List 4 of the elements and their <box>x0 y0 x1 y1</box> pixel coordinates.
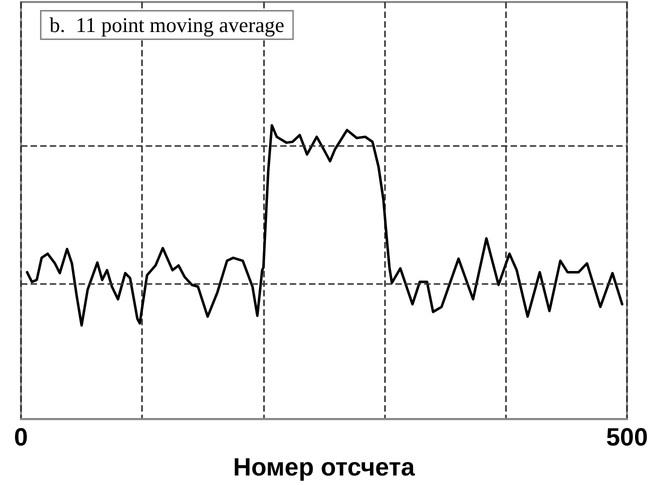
x-tick-label: 500 <box>606 424 648 452</box>
text: b. 11 point moving average <box>50 13 284 37</box>
x-tick-label: 0 <box>14 424 28 452</box>
x-axis-title: Номер отсчета <box>233 454 416 482</box>
